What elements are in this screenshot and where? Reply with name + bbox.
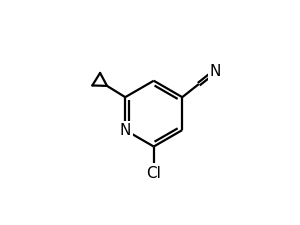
Text: N: N bbox=[209, 64, 221, 79]
Text: Cl: Cl bbox=[146, 166, 161, 181]
Text: N: N bbox=[120, 123, 131, 137]
